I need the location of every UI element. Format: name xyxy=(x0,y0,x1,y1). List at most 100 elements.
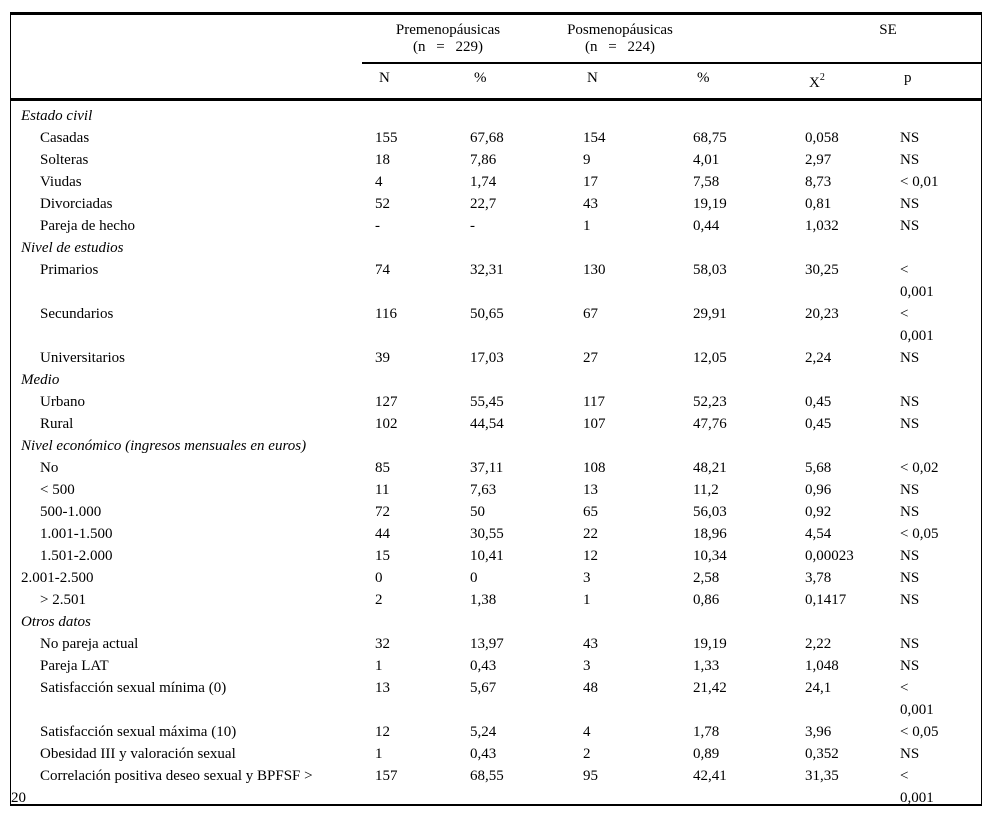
cell-pct2: 58,03 xyxy=(693,262,727,278)
cell-n2: 1 xyxy=(583,218,591,234)
group-se: SE xyxy=(800,15,976,39)
table-row: Universitarios 39 17,03 27 12,05 2,24 NS xyxy=(11,347,981,369)
cell-pct2: 19,19 xyxy=(693,636,727,652)
cell-p: < 0,05 xyxy=(900,724,939,740)
cell-chi: 0,96 xyxy=(805,482,832,498)
cell-n1: - xyxy=(375,218,380,234)
table-row: Pareja LAT 1 0,43 3 1,33 1,048 NS xyxy=(11,655,981,677)
row-label: Rural xyxy=(40,416,74,432)
cell-chi: 3,78 xyxy=(805,570,832,586)
cell-n1: 155 xyxy=(375,130,398,146)
cell-pct2: 56,03 xyxy=(693,504,727,520)
row-label: 1.001-1.500 xyxy=(40,526,113,542)
table-row: No 85 37,11 108 48,21 5,68 < 0,02 xyxy=(11,457,981,479)
cell-pct1: 67,68 xyxy=(470,130,504,146)
cell-pct2: 48,21 xyxy=(693,460,727,476)
group-sublabel: (n = 229) xyxy=(413,39,483,55)
cell-n1: 12 xyxy=(375,724,390,740)
cell-n1: 4 xyxy=(375,174,383,190)
table-row: Divorciadas 52 22,7 43 19,19 0,81 NS xyxy=(11,193,981,215)
cell-p: < 0,02 xyxy=(900,460,939,476)
cell-n2: 67 xyxy=(583,306,598,322)
cell-n1: 74 xyxy=(375,262,390,278)
row-label: Correlación positiva deseo sexual y BPFS… xyxy=(11,768,313,806)
cell-pct1: 37,11 xyxy=(470,460,504,476)
cell-pct1: 0,43 xyxy=(470,746,497,762)
group-label: Premenopáusicas xyxy=(395,22,501,38)
row-label: Satisfacción sexual mínima (0) xyxy=(40,680,227,696)
table-row: Viudas 4 1,74 17 7,58 8,73 < 0,01 xyxy=(11,171,981,193)
cell-n2: 65 xyxy=(583,504,598,520)
cell-n1: 18 xyxy=(375,152,390,168)
table-row: Satisfacción sexual mínima (0) 13 5,67 48 21… xyxy=(11,677,981,721)
cell-n2: 130 xyxy=(583,262,606,278)
chi-base: X xyxy=(809,75,820,91)
cell-n2: 3 xyxy=(583,658,591,674)
cell-n1: 2 xyxy=(375,592,383,608)
cell-pct2: 47,76 xyxy=(693,416,727,432)
cell-pct2: 68,75 xyxy=(693,130,727,146)
row-label: Viudas xyxy=(40,174,82,190)
cell-n2: 27 xyxy=(583,350,598,366)
cell-pct2: 42,41 xyxy=(693,768,727,784)
table-row: Satisfacción sexual máxima (10) 12 5,24 4 1,… xyxy=(11,721,981,743)
cell-pct2: 2,58 xyxy=(693,570,720,586)
row-label: Satisfacción sexual máxima (10) xyxy=(40,724,237,740)
cell-n1: 1 xyxy=(375,746,383,762)
cell-p: NS xyxy=(900,636,920,652)
cell-chi: 5,68 xyxy=(805,460,832,476)
cell-n1: 72 xyxy=(375,504,390,520)
cell-n2: 154 xyxy=(583,130,606,146)
row-label: Urbano xyxy=(40,394,85,410)
cell-pct1: 50 xyxy=(470,504,485,520)
cell-pct1: 7,86 xyxy=(470,152,497,168)
chi-superscript: 2 xyxy=(819,72,825,83)
cell-chi: 1,048 xyxy=(805,658,839,674)
cell-n1: 157 xyxy=(375,768,398,784)
column-header-pct2: % xyxy=(697,70,710,86)
section-title: Estado civil xyxy=(21,108,93,124)
row-label: < 500 xyxy=(40,482,75,498)
cell-p: < 0,01 xyxy=(900,174,939,190)
table-row: Pareja de hecho - - 1 0,44 1,032 NS xyxy=(11,215,981,237)
cell-pct1: 1,74 xyxy=(470,174,497,190)
row-label: Casadas xyxy=(40,130,90,146)
group-label: SE xyxy=(879,22,897,38)
cell-pct1: 5,67 xyxy=(470,680,497,696)
cell-chi: 2,22 xyxy=(805,636,832,652)
cell-pct1: 68,55 xyxy=(470,768,504,784)
cell-p: NS xyxy=(900,658,920,674)
table-body: Estado civil Casadas 155 67,68 154 68,75 0,058… xyxy=(11,101,981,806)
cell-pct2: 10,34 xyxy=(693,548,727,564)
table-row: 500-1.000 72 50 65 56,03 0,92 NS xyxy=(11,501,981,523)
cell-n2: 117 xyxy=(583,394,605,410)
cell-p: NS xyxy=(900,482,920,498)
cell-n2: 108 xyxy=(583,460,606,476)
table-row: Correlación positiva deseo sexual y BPFS… xyxy=(11,765,981,806)
group-sublabel: (n = 224) xyxy=(585,39,655,55)
cell-pct1: 44,54 xyxy=(470,416,504,432)
cell-n1: 52 xyxy=(375,196,390,212)
cell-pct2: 0,86 xyxy=(693,592,720,608)
cell-pct1: 17,03 xyxy=(470,350,504,366)
cell-p: NS xyxy=(900,504,920,520)
table-row: 1.001-1.500 44 30,55 22 18,96 4,54 < 0,05 xyxy=(11,523,981,545)
cell-p: < 0,001 xyxy=(900,306,934,344)
group-premenopausicas: Premenopáusicas (n = 229) xyxy=(344,15,552,56)
cell-pct2: 11,2 xyxy=(693,482,719,498)
cell-n2: 43 xyxy=(583,636,598,652)
cell-pct2: 52,23 xyxy=(693,394,727,410)
cell-pct2: 12,05 xyxy=(693,350,727,366)
cell-p: < 0,001 xyxy=(900,680,934,718)
table-row: No pareja actual 32 13,97 43 19,19 2,22 NS xyxy=(11,633,981,655)
cell-n1: 1 xyxy=(375,658,383,674)
cell-chi: 0,1417 xyxy=(805,592,847,608)
cell-p: < 0,001 xyxy=(900,262,934,300)
cell-n2: 48 xyxy=(583,680,598,696)
cell-chi: 3,96 xyxy=(805,724,832,740)
cell-pct1: 0 xyxy=(470,570,478,586)
cell-p: NS xyxy=(900,592,920,608)
cell-chi: 2,24 xyxy=(805,350,832,366)
row-label: No xyxy=(40,460,59,476)
cell-chi: 8,73 xyxy=(805,174,832,190)
